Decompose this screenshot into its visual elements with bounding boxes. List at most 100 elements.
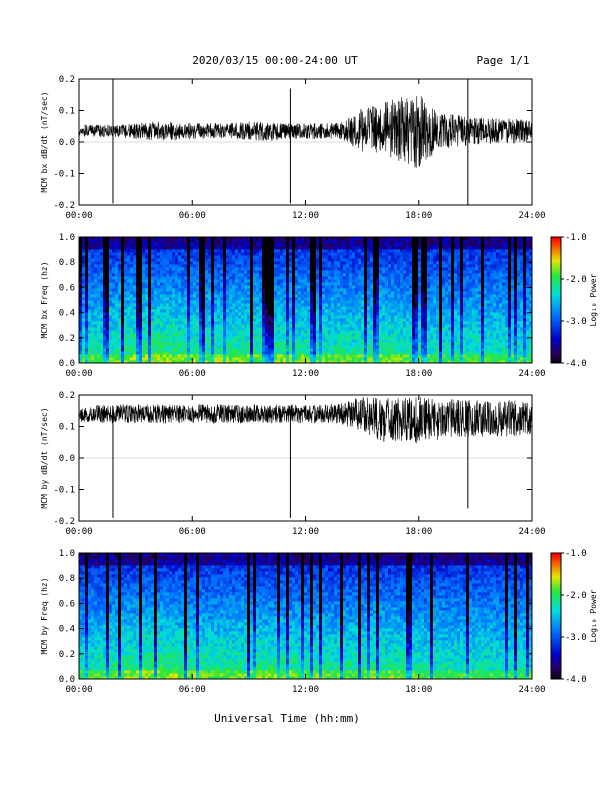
heatmap-cell (253, 273, 256, 276)
heatmap-cells (79, 237, 532, 363)
heatmap-cell (160, 345, 163, 348)
heatmap-cell (190, 261, 193, 264)
heatmap-cell (79, 342, 82, 345)
heatmap-cell (274, 282, 277, 285)
heatmap-cell (121, 285, 124, 288)
heatmap-cell (118, 339, 121, 342)
heatmap-cell (112, 312, 115, 315)
heatmap-cell (160, 339, 163, 342)
heatmap-cell (358, 357, 361, 360)
heatmap-cell (295, 348, 298, 351)
heatmap-cell (151, 357, 154, 360)
heatmap-cell (241, 312, 244, 315)
heatmap-cell (322, 258, 325, 261)
heatmap-cell (154, 243, 157, 246)
heatmap-cell (361, 249, 364, 252)
heatmap-cell (241, 333, 244, 336)
heatmap-cell (430, 342, 433, 345)
heatmap-cell (283, 264, 286, 267)
heatmap-cell (385, 330, 388, 333)
heatmap-cell (295, 267, 298, 270)
heatmap-cell (379, 246, 382, 249)
heatmap-cell (292, 312, 295, 315)
heatmap-cell (334, 258, 337, 261)
heatmap-cell (184, 285, 187, 288)
heatmap-cell (172, 279, 175, 282)
heatmap-cell (394, 237, 397, 240)
heatmap-cell (385, 258, 388, 261)
heatmap-cell (325, 252, 328, 255)
heatmap-cell (118, 309, 121, 312)
heatmap-cell (322, 294, 325, 297)
heatmap-cell (139, 270, 142, 273)
heatmap-cell (391, 237, 394, 240)
heatmap-cell (163, 321, 166, 324)
heatmap-cell (148, 303, 151, 306)
heatmap-cell (385, 276, 388, 279)
heatmap-cell (91, 357, 94, 360)
heatmap-cell (268, 333, 271, 336)
heatmap-cell (97, 336, 100, 339)
heatmap-cell (79, 294, 82, 297)
heatmap-cell (424, 291, 427, 294)
heatmap-cell (247, 348, 250, 351)
heatmap-cell (199, 333, 202, 336)
heatmap-cell (163, 285, 166, 288)
heatmap-cell (388, 237, 391, 240)
heatmap-cell (205, 276, 208, 279)
heatmap-cell (238, 315, 241, 318)
heatmap-cell (127, 246, 130, 249)
heatmap-cell (244, 333, 247, 336)
heatmap-cell (319, 357, 322, 360)
heatmap-cell (118, 294, 121, 297)
heatmap-cell (214, 279, 217, 282)
heatmap-cell (166, 267, 169, 270)
heatmap-cell (310, 255, 313, 258)
heatmap-cell (184, 282, 187, 285)
heatmap-cell (250, 321, 253, 324)
heatmap-cell (409, 297, 412, 300)
heatmap-cell (112, 240, 115, 243)
heatmap-cell (382, 339, 385, 342)
heatmap-cell (379, 354, 382, 357)
heatmap-cell (364, 312, 367, 315)
heatmap-cell (328, 249, 331, 252)
heatmap-cell (274, 297, 277, 300)
heatmap-cell (205, 306, 208, 309)
heatmap-cell (178, 330, 181, 333)
heatmap-cell (187, 327, 190, 330)
heatmap-cell (394, 240, 397, 243)
heatmap-cell (397, 357, 400, 360)
heatmap-cell (148, 246, 151, 249)
heatmap-cell (319, 315, 322, 318)
heatmap-cell (229, 288, 232, 291)
heatmap-cell (283, 309, 286, 312)
heatmap-cell (157, 348, 160, 351)
heatmap-cell (271, 270, 274, 273)
heatmap-cell (85, 333, 88, 336)
heatmap-cell (370, 300, 373, 303)
heatmap-cell (253, 351, 256, 354)
heatmap-cell (97, 318, 100, 321)
heatmap-cell (322, 312, 325, 315)
heatmap-cell (271, 300, 274, 303)
heatmap-cell (247, 345, 250, 348)
heatmap-cell (256, 294, 259, 297)
heatmap-cell (169, 294, 172, 297)
heatmap-cell (259, 288, 262, 291)
heatmap-cell (85, 237, 88, 240)
heatmap-cell (274, 324, 277, 327)
heatmap-cell (232, 324, 235, 327)
heatmap-cell (316, 306, 319, 309)
heatmap-cell (247, 261, 250, 264)
heatmap-cell (85, 324, 88, 327)
heatmap-cell (379, 240, 382, 243)
heatmap-cell (124, 321, 127, 324)
heatmap-cell (109, 321, 112, 324)
heatmap-cell (358, 318, 361, 321)
heatmap-cell (262, 351, 265, 354)
heatmap-cell (130, 255, 133, 258)
heatmap-cell (256, 324, 259, 327)
heatmap-cell (106, 267, 109, 270)
heatmap-cell (313, 303, 316, 306)
